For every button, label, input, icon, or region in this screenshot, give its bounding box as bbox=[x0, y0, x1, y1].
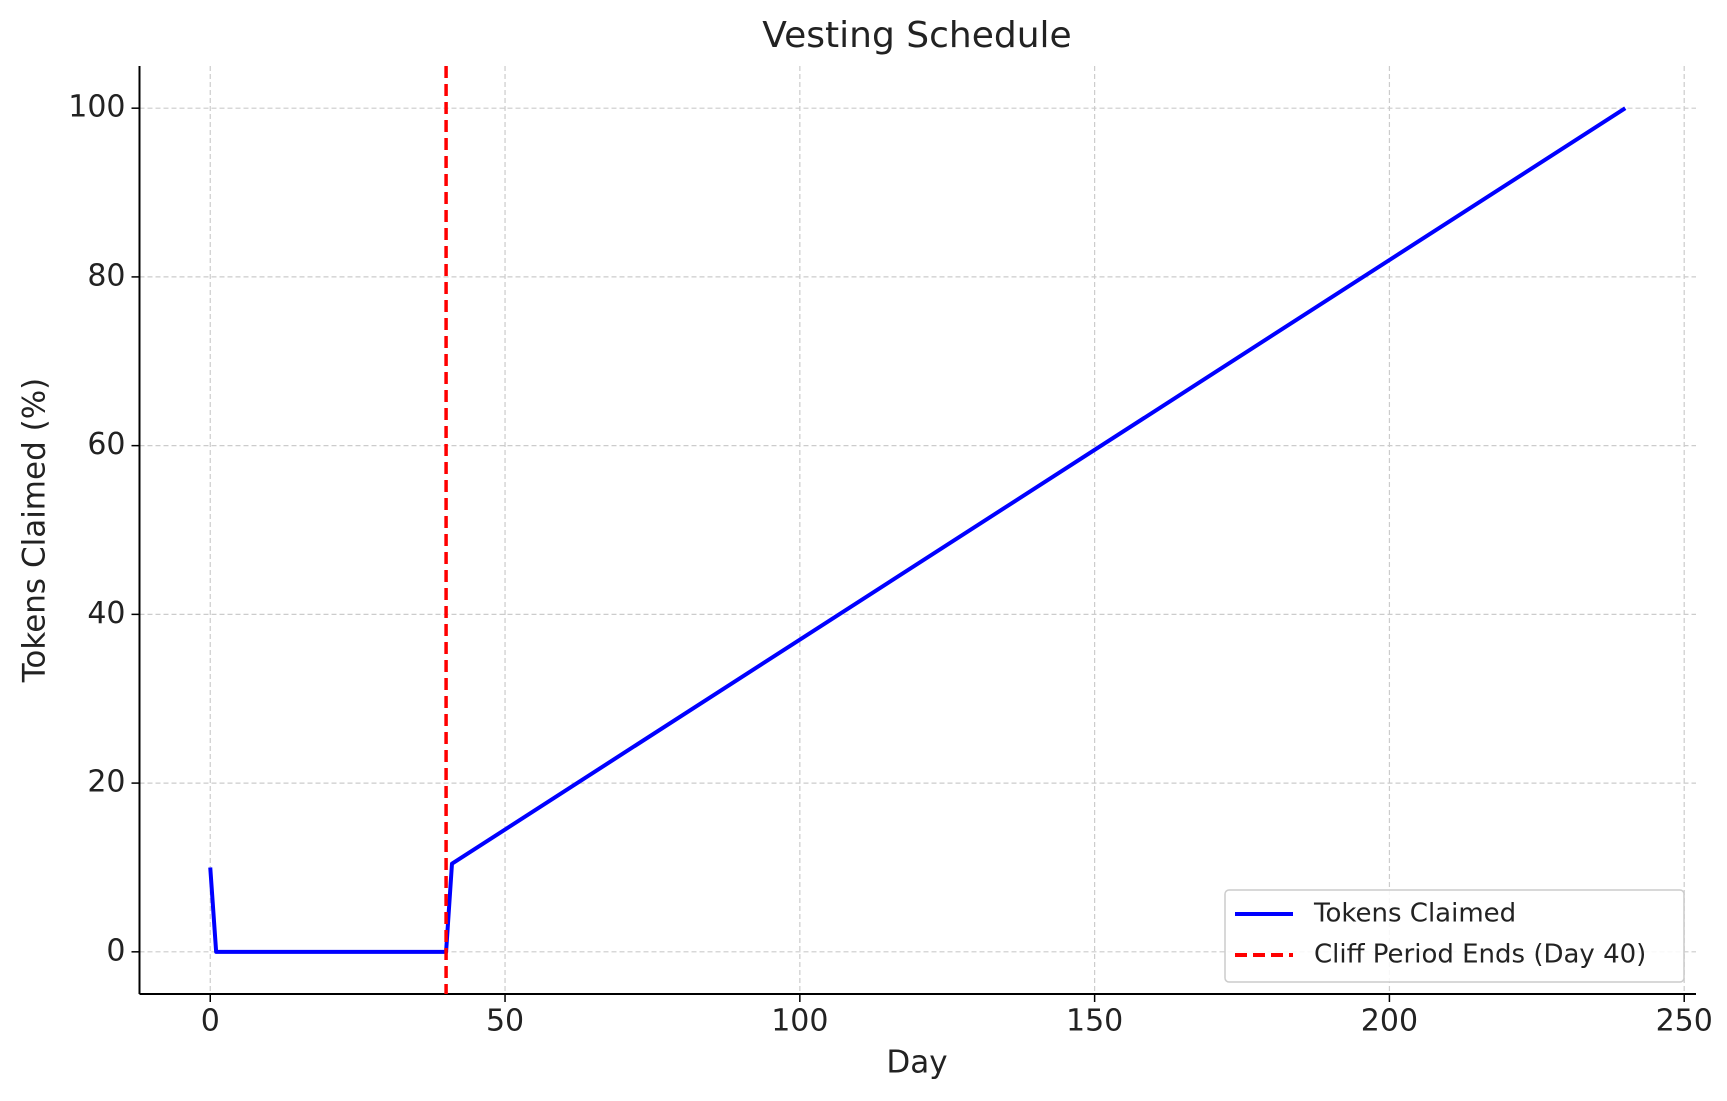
legend-label: Tokens Claimed bbox=[1313, 899, 1516, 929]
data-line bbox=[208, 106, 1627, 954]
legend: Tokens Claimed Cliff Period Ends (Day 40) bbox=[1224, 889, 1685, 983]
x-tick-label: 100 bbox=[771, 1004, 828, 1039]
x-axis-label: Day bbox=[886, 1045, 947, 1081]
y-axis-label: Tokens Claimed (%) bbox=[17, 378, 53, 684]
y-tick-label: 80 bbox=[87, 258, 125, 293]
x-tick-label: 250 bbox=[1656, 1004, 1713, 1039]
y-tick-label: 0 bbox=[106, 933, 125, 968]
y-tick-label: 60 bbox=[87, 427, 125, 462]
x-tick-label: 150 bbox=[1066, 1004, 1123, 1039]
y-tick-label: 40 bbox=[87, 596, 125, 631]
x-tick-label: 50 bbox=[486, 1004, 524, 1039]
legend-box bbox=[1224, 889, 1685, 983]
legend-label: Cliff Period Ends (Day 40) bbox=[1314, 940, 1646, 970]
x-tick-label: 0 bbox=[201, 1004, 220, 1039]
y-tick-label: 20 bbox=[87, 765, 125, 800]
y-tick-label: 100 bbox=[68, 90, 125, 125]
chart-title: Vesting Schedule bbox=[762, 15, 1071, 56]
x-tick-label: 200 bbox=[1361, 1004, 1418, 1039]
